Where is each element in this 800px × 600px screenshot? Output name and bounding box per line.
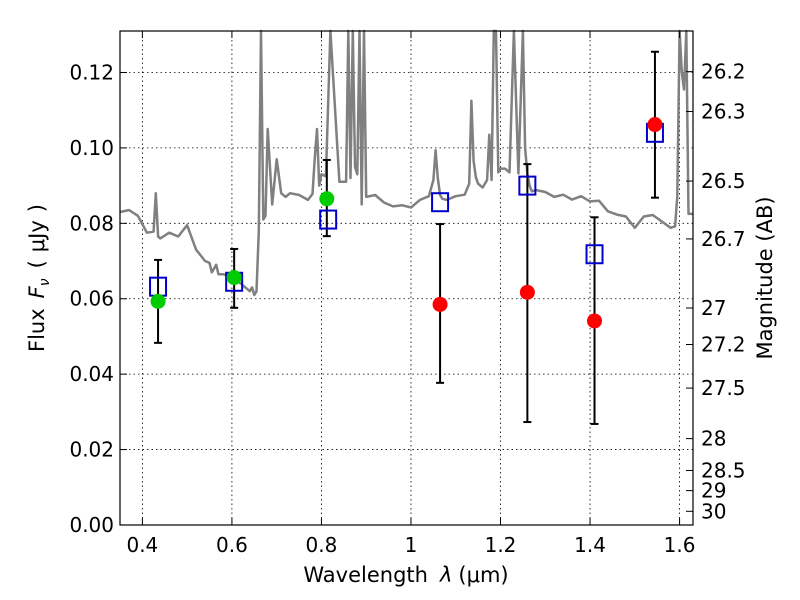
y-tick-label: 0.10 [69, 136, 114, 160]
mag-tick-label: 26.2 [701, 60, 746, 84]
grid-lines [120, 31, 693, 526]
x-tick-label: 0.6 [216, 533, 248, 557]
error-bars [154, 50, 659, 425]
detections-green-point [150, 293, 166, 309]
plot-frame [119, 30, 694, 526]
y-tick-label: 0.08 [69, 211, 114, 235]
mag-tick-label: 27.5 [701, 376, 746, 400]
mag-tick-label: 27 [701, 296, 726, 320]
y-tick-label: 0.06 [69, 287, 114, 311]
detections-red-point [587, 313, 603, 329]
x-tick-label: 0.4 [126, 533, 158, 557]
model-square [319, 209, 338, 230]
mag-tick-label: 26.7 [701, 227, 746, 251]
mag-tick-label: 30 [701, 499, 726, 523]
x-axis-label: Wavelength λ (μm) [303, 563, 508, 587]
x-tick-label: 1.2 [485, 533, 517, 557]
detections-green-point [319, 191, 335, 207]
detections-red-point [647, 117, 663, 133]
model-square [431, 192, 450, 213]
model-square [585, 244, 604, 265]
y-tick-label: 0.04 [69, 362, 114, 386]
spectrum-line [119, 29, 693, 297]
y-axis-label: FluxFν(μJy) [25, 204, 53, 352]
axis-ticks: 0.4 0.6 0.8 1 1.2 1.4 1.6 0.00 0.02 0.04 0.06 0.08 0… [69, 31, 746, 557]
x-tick-label: 0.8 [306, 533, 338, 557]
mag-tick-label: 27.2 [701, 333, 746, 357]
x-tick-label: 1.6 [664, 533, 696, 557]
detections-red-point [432, 296, 448, 312]
y-tick-label: 0.00 [69, 513, 114, 537]
y-tick-label: 0.02 [69, 438, 114, 462]
spectrum-layer [119, 29, 693, 297]
data-points [150, 117, 663, 329]
x-tick-label: 1 [405, 533, 418, 557]
y2-axis-label: Magnitude (AB) [753, 196, 777, 359]
y-tick-label: 0.12 [69, 60, 114, 84]
mag-tick-label: 26.3 [701, 100, 746, 124]
mag-tick-label: 28.5 [701, 458, 746, 482]
model-points [149, 122, 664, 297]
mag-tick-label: 29 [701, 479, 726, 503]
x-tick-label: 1.4 [574, 533, 606, 557]
detections-green-point [226, 270, 242, 286]
detections-red-point [519, 284, 535, 300]
mag-tick-label: 28 [701, 427, 726, 451]
model-square [518, 175, 537, 196]
mag-tick-label: 26.5 [701, 169, 746, 193]
